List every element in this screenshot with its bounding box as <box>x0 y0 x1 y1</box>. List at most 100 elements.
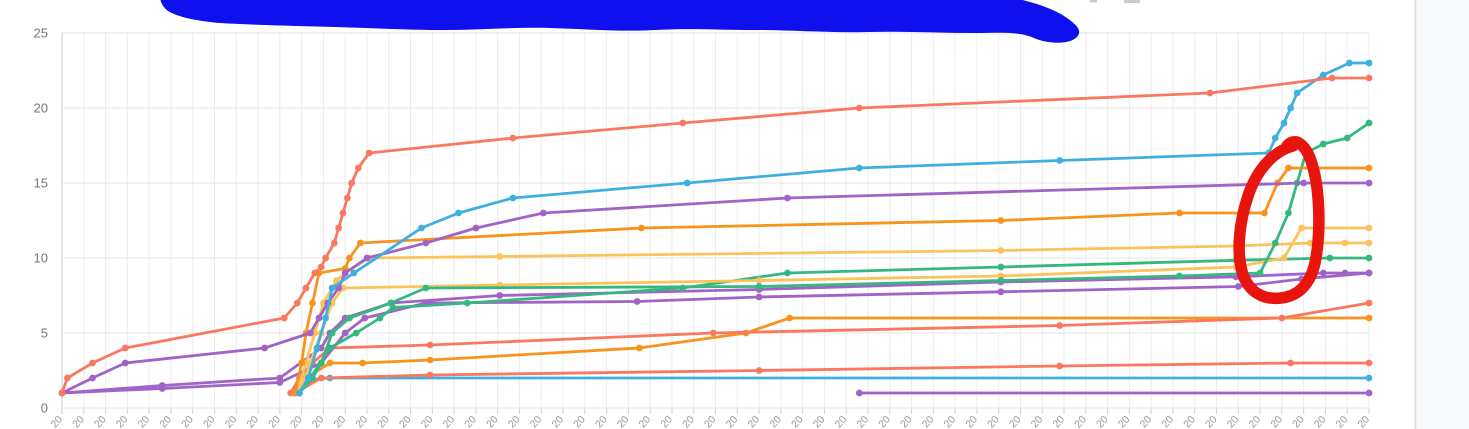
data-point-green-a[interactable] <box>755 283 763 290</box>
data-point-red-c[interactable] <box>426 371 434 379</box>
data-point-yellow-1[interactable] <box>997 247 1005 254</box>
data-point-yellow-1[interactable] <box>496 253 504 260</box>
data-point-red-a[interactable] <box>302 284 310 292</box>
data-point-teal-b[interactable] <box>1365 254 1373 262</box>
data-point-red-a[interactable] <box>293 299 301 307</box>
data-point-red-b[interactable] <box>709 329 717 337</box>
data-point-purple-a[interactable] <box>1300 179 1308 187</box>
data-point-cyan-a[interactable] <box>1287 104 1294 112</box>
data-point-cyan-a[interactable] <box>1319 71 1327 79</box>
data-point-purple-a[interactable] <box>261 344 268 352</box>
data-point-cyan-a[interactable] <box>304 374 312 382</box>
data-point-cyan-a[interactable] <box>683 179 691 187</box>
data-point-purple-c[interactable] <box>855 389 863 397</box>
data-point-purple-a[interactable] <box>540 209 547 217</box>
data-point-orange-a[interactable] <box>1285 164 1292 172</box>
data-point-cyan-a[interactable] <box>296 389 303 397</box>
data-point-red-b[interactable] <box>1365 299 1373 307</box>
data-point-purple-a[interactable] <box>784 194 791 202</box>
data-point-red-a[interactable] <box>509 134 517 142</box>
data-point-red-a[interactable] <box>679 119 687 127</box>
data-point-green-a[interactable] <box>1365 119 1373 127</box>
data-point-purple-y[interactable] <box>361 314 369 322</box>
data-point-cyan-a[interactable] <box>322 314 329 322</box>
data-point-green-a[interactable] <box>1176 272 1183 280</box>
data-point-yellow-2[interactable] <box>1365 224 1373 232</box>
data-point-red-a[interactable] <box>58 389 66 397</box>
data-point-orange-a[interactable] <box>309 299 316 307</box>
data-point-yellow-1[interactable] <box>1365 239 1373 247</box>
data-point-cyan-a[interactable] <box>1056 157 1064 164</box>
data-point-purple-a[interactable] <box>341 269 349 277</box>
data-point-yellow-1[interactable] <box>1306 239 1314 247</box>
data-point-cyan-a[interactable] <box>1271 134 1279 142</box>
data-point-purple-a[interactable] <box>422 239 430 247</box>
data-point-yellow-2[interactable] <box>1298 224 1305 232</box>
data-point-cyan-a[interactable] <box>1293 89 1301 97</box>
data-point-green-a[interactable] <box>1319 140 1327 148</box>
data-point-yellow-1[interactable] <box>1341 239 1349 247</box>
data-point-red-c[interactable] <box>1365 359 1373 367</box>
data-point-teal-b[interactable] <box>376 314 384 322</box>
data-point-cyan-a[interactable] <box>509 194 517 202</box>
data-point-green-a[interactable] <box>422 284 430 292</box>
data-point-cyan-a[interactable] <box>1280 119 1288 127</box>
data-point-green-a[interactable] <box>1271 239 1279 247</box>
data-point-green-a[interactable] <box>387 299 395 307</box>
data-point-purple-y[interactable] <box>997 288 1005 296</box>
series-line-red-b[interactable] <box>289 301 1371 395</box>
data-point-orange-a[interactable] <box>997 217 1005 224</box>
data-point-green-a[interactable] <box>997 277 1005 284</box>
data-point-orange-b[interactable] <box>786 314 793 322</box>
data-point-purple-y[interactable] <box>341 329 349 337</box>
data-point-red-b[interactable] <box>426 341 434 349</box>
data-point-red-a[interactable] <box>344 194 351 202</box>
data-point-cyan-a[interactable] <box>455 209 462 217</box>
data-point-red-c[interactable] <box>317 374 325 382</box>
data-point-red-b[interactable] <box>1056 322 1064 329</box>
data-point-purple-y[interactable] <box>755 293 763 301</box>
series-line-cyan-b[interactable] <box>298 376 1371 395</box>
data-point-red-a[interactable] <box>322 254 329 262</box>
data-point-yellow-2[interactable] <box>755 277 763 284</box>
data-point-purple-a[interactable] <box>121 359 129 367</box>
data-point-orange-a[interactable] <box>298 359 305 367</box>
data-point-red-a[interactable] <box>317 263 325 271</box>
data-point-cyan-a[interactable] <box>328 284 336 292</box>
data-point-cyan-a[interactable] <box>313 344 321 352</box>
data-point-orange-a[interactable] <box>1176 209 1183 217</box>
data-point-yellow-2[interactable] <box>1280 254 1288 262</box>
data-point-green-a[interactable] <box>1285 209 1292 217</box>
data-point-teal-b[interactable] <box>1326 254 1334 262</box>
data-point-red-a[interactable] <box>1328 74 1336 82</box>
data-point-red-c[interactable] <box>1056 362 1064 370</box>
data-point-red-a[interactable] <box>1365 74 1373 82</box>
data-point-red-c[interactable] <box>1287 359 1294 367</box>
data-point-purple-a[interactable] <box>1365 179 1373 187</box>
data-point-red-a[interactable] <box>330 239 338 247</box>
data-point-cyan-a[interactable] <box>350 269 358 277</box>
data-point-red-a[interactable] <box>335 224 342 232</box>
data-point-cyan-a[interactable] <box>1346 59 1353 67</box>
data-point-green-a[interactable] <box>1343 134 1351 142</box>
data-point-purple-a[interactable] <box>363 254 371 262</box>
data-point-teal-b[interactable] <box>352 329 360 337</box>
data-point-orange-a[interactable] <box>1261 209 1268 217</box>
data-point-green-a[interactable] <box>317 359 325 367</box>
data-point-purple-x[interactable] <box>276 374 284 382</box>
data-point-orange-b[interactable] <box>326 359 334 367</box>
data-point-red-a[interactable] <box>354 164 362 172</box>
data-point-purple-x[interactable] <box>1365 269 1373 277</box>
data-point-red-a[interactable] <box>89 359 96 367</box>
data-point-orange-a[interactable] <box>346 254 353 262</box>
data-point-teal-b[interactable] <box>997 263 1005 271</box>
data-point-purple-x[interactable] <box>1341 269 1349 277</box>
data-point-cyan-b[interactable] <box>1365 374 1373 382</box>
data-point-purple-x[interactable] <box>496 292 504 299</box>
data-point-red-a[interactable] <box>1206 89 1214 97</box>
data-point-orange-a[interactable] <box>1365 164 1373 172</box>
data-point-red-a[interactable] <box>365 149 373 157</box>
data-point-purple-a[interactable] <box>315 314 323 322</box>
data-point-purple-y[interactable] <box>633 298 641 305</box>
data-point-green-a[interactable] <box>328 329 336 337</box>
